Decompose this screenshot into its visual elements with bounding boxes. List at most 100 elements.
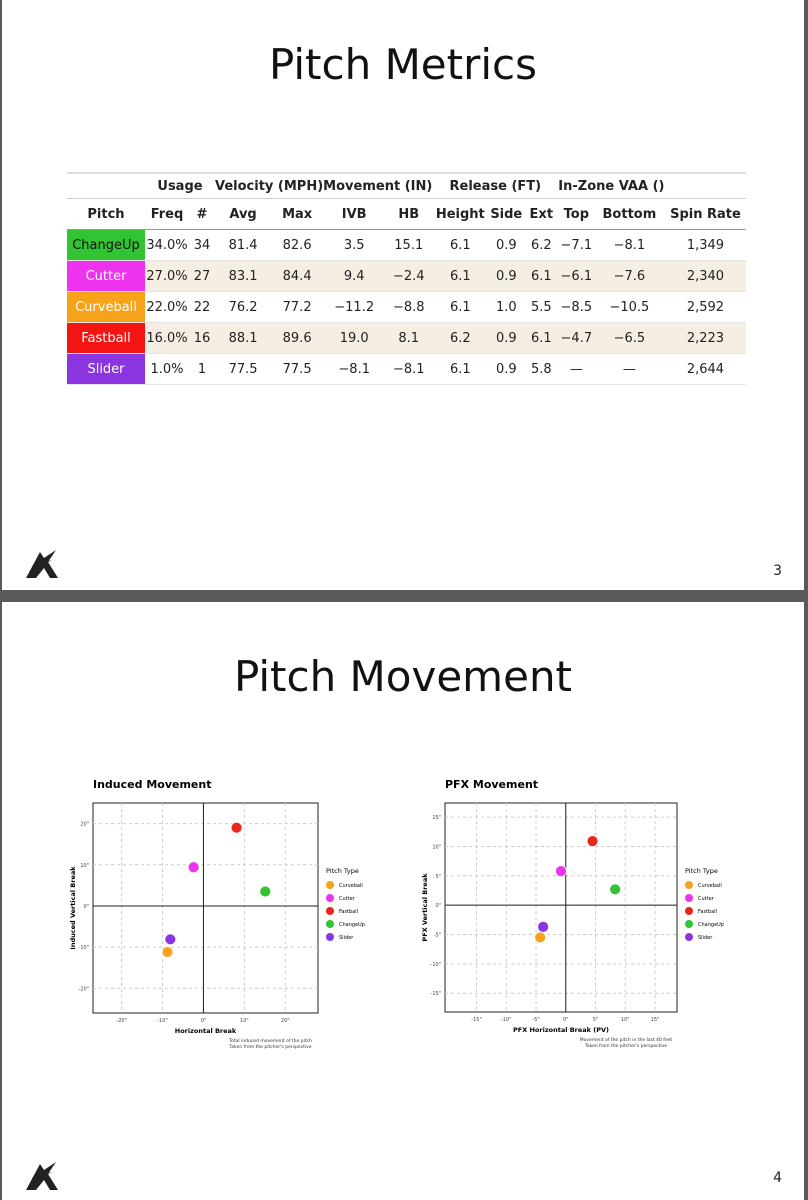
group-row: Usage Velocity (MPH) Movement (IN) Release … (67, 173, 747, 199)
pitch-cell: Fastball (67, 322, 145, 354)
group-cell (664, 173, 747, 199)
table-cell: −8.1 (594, 229, 665, 261)
column-header: Height (432, 198, 489, 230)
table-cell: 6.2 (524, 229, 559, 261)
pitch-mean (534, 931, 547, 944)
y-tick-label: 10" (432, 844, 441, 850)
table-cell: −6.5 (594, 322, 665, 354)
table-cell: 88.1 (215, 322, 272, 354)
column-header: Side (488, 198, 525, 230)
table-cell: 84.4 (271, 260, 324, 292)
legend-label: Fastball (339, 909, 358, 915)
table-cell: 77.2 (271, 291, 324, 323)
table-cell: −8.1 (323, 353, 386, 385)
table-cell: 22.0% (145, 291, 189, 323)
legend-title: Pitch Type (326, 867, 359, 875)
legend-label: ChangeUp (339, 922, 365, 928)
table-cell: −2.4 (385, 260, 433, 292)
slide-title: Pitch Movement (233, 652, 573, 701)
pitch-cell: Cutter (67, 260, 145, 292)
chart-title: PFX Movement (445, 778, 538, 791)
table-row: Curveball 22.0% 22 76.2 77.2 −11.2 −8.8 6.1 1.0 5… (67, 291, 747, 323)
table-cell: 34.0% (145, 229, 189, 261)
pitch-mean (555, 865, 567, 878)
pitch-mean (187, 861, 200, 874)
chart-note: Total induced movement of the pitch (228, 1038, 312, 1044)
column-header: IVB (323, 198, 386, 230)
chart-note: Taken from the pitcher's perspective (228, 1044, 311, 1050)
y-axis-label: PFX Vertical Break (421, 873, 429, 942)
header-row: Pitch Freq # Avg Max IVB HB Height Side Ext Top Bot… (67, 198, 747, 230)
table-cell: 8.1 (385, 322, 433, 354)
legend-title: Pitch Type (685, 867, 718, 875)
x-tick-label: 10" (240, 1018, 249, 1024)
pitch-mean (164, 933, 177, 946)
table-cell: 2,644 (664, 353, 747, 385)
column-header: Ext (524, 198, 559, 230)
legend-swatch (326, 933, 334, 941)
pitch-mean (259, 885, 272, 898)
chart-title: Induced Movement (93, 778, 211, 791)
table-cell: −11.2 (323, 291, 386, 323)
column-header: Avg (215, 198, 272, 230)
y-tick-label: 15" (432, 815, 441, 821)
group-header: Release (FT) (432, 173, 559, 199)
legend-swatch (685, 907, 693, 915)
table-cell: 16.0% (145, 322, 189, 354)
legend-swatch (685, 894, 693, 902)
x-tick-label: 0" (563, 1017, 568, 1023)
pitch-mean (537, 920, 550, 933)
group-header: Velocity (MPH) (215, 173, 324, 199)
legend-swatch (685, 933, 693, 941)
table-cell: 16 (189, 322, 215, 354)
table-cell: 81.4 (215, 229, 272, 261)
table-cell: 6.1 (524, 260, 559, 292)
table-cell: 5.5 (524, 291, 559, 323)
table-cell: −10.5 (594, 291, 665, 323)
column-header: Freq (145, 198, 189, 230)
table-cell: 2,592 (664, 291, 747, 323)
chart-note: Movement of the pitch in the last 40 fee… (580, 1037, 673, 1043)
x-tick-label: 10" (621, 1017, 630, 1023)
slide: Pitch Metrics Usage Velocity (MPH) Movemen… (2, 0, 804, 590)
table-cell: 34 (189, 229, 215, 261)
table-cell: 1 (189, 353, 215, 385)
y-tick-label: -5" (434, 933, 441, 939)
y-tick-label: 20" (80, 822, 89, 828)
legend-label: Slider (339, 935, 354, 941)
y-tick-label: 0" (436, 903, 441, 909)
y-tick-label: 0" (84, 904, 89, 910)
y-tick-label: -15" (431, 991, 441, 997)
pitch-cell: ChangeUp (67, 229, 145, 261)
metrics-table: Usage Velocity (MPH) Movement (IN) Release … (67, 172, 747, 385)
logo (26, 550, 58, 578)
column-header: Top (558, 198, 595, 230)
legend-swatch (326, 920, 334, 928)
chart-note: Taken from the pitcher's perspective (584, 1043, 667, 1049)
page-number: 4 (773, 1170, 782, 1186)
x-tick-label: -10" (157, 1018, 167, 1024)
table-head: Usage Velocity (MPH) Movement (IN) Release … (67, 173, 747, 230)
slide-title: Pitch Metrics (268, 40, 538, 89)
group-header: In-Zone VAA () (558, 173, 665, 199)
pitch-cell: Slider (67, 353, 145, 385)
column-header: Pitch (67, 198, 145, 230)
x-tick-label: 20" (281, 1018, 290, 1024)
pitch-mean (586, 835, 599, 848)
group-cell (67, 173, 145, 199)
legend-label: Curveball (339, 883, 363, 889)
table-body: ChangeUp 34.0% 34 81.4 82.6 3.5 15.1 6.1 0.9 6.2−… (67, 229, 747, 385)
legend-label: Cutter (698, 896, 715, 902)
table-cell: −8.8 (385, 291, 433, 323)
table-cell: 3.5 (323, 229, 386, 261)
table-cell: −7.1 (558, 229, 595, 261)
table-cell: 0.9 (488, 322, 525, 354)
table-cell: 9.4 (323, 260, 386, 292)
table-cell: 1,349 (664, 229, 747, 261)
table-row: ChangeUp 34.0% 34 81.4 82.6 3.5 15.1 6.1 0.9 6.2−… (67, 229, 747, 261)
table-cell: 1.0 (488, 291, 525, 323)
table-cell: −4.7 (558, 322, 595, 354)
legend-label: Fastball (698, 909, 717, 915)
table-row: Slider 1.0% 1 77.5 77.5 −8.1 −8.1 6.1 0.9 5.8— —2,… (67, 353, 747, 385)
